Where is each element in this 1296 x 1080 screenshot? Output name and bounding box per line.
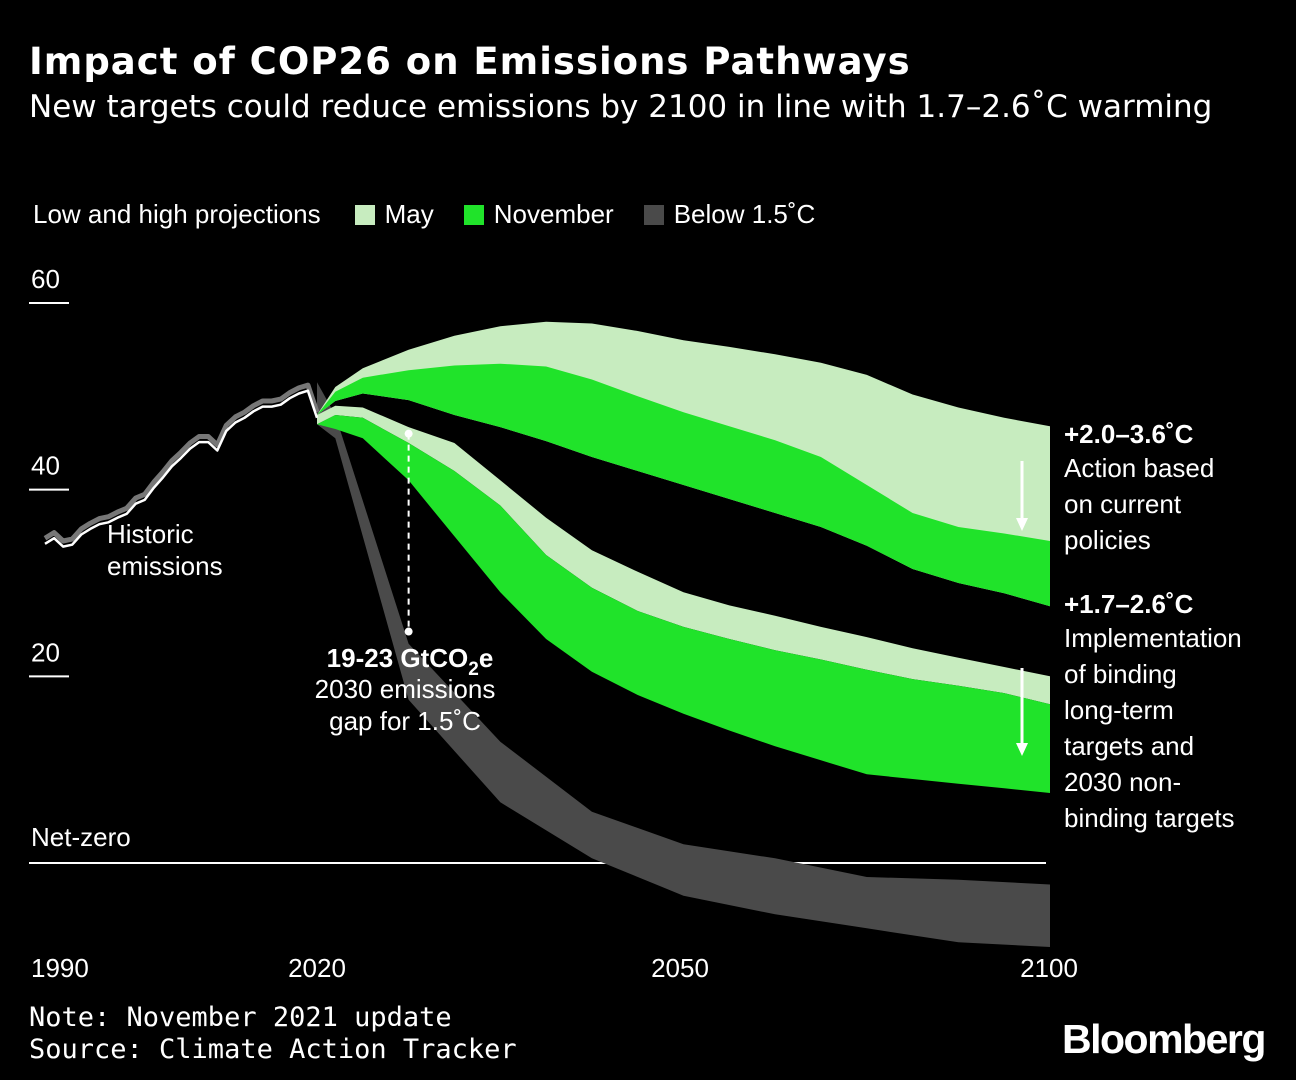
band-november-current-policies xyxy=(317,363,1050,607)
legend-text-may: May xyxy=(384,199,434,229)
gap-bottom-dot xyxy=(404,627,413,636)
band-below-1-5 xyxy=(317,382,1050,947)
historic-shadow-line xyxy=(43,382,320,544)
lower-scenario-line5: 2030 non- xyxy=(1064,767,1181,797)
x-tick-label-1990: 1990 xyxy=(31,953,89,983)
lower-scenario-heading: +1.7–2.6˚C xyxy=(1064,589,1194,619)
bands-layer xyxy=(317,321,1050,947)
lower-scenario-arrow xyxy=(1016,668,1028,756)
net-zero-label: Net-zero xyxy=(31,822,131,852)
legend-swatch-november xyxy=(463,204,484,225)
legend-item-below-1-5: Below 1.5˚C xyxy=(643,199,816,230)
gap-value-label: 19-23 GtCO2e xyxy=(327,643,494,680)
x-tick-label-2050: 2050 xyxy=(651,953,709,983)
historic-emissions-line xyxy=(44,389,319,548)
legend-item-may: May xyxy=(354,199,434,230)
footer-source: Source: Climate Action Tracker xyxy=(29,1034,517,1065)
footer: Note: November 2021 update Source: Clima… xyxy=(29,1002,517,1066)
gap-line1-label: 2030 emissions xyxy=(315,674,496,704)
gap-value-main: 19-23 GtCO xyxy=(327,643,469,673)
band-may-binding-targets xyxy=(317,405,1050,705)
axes-layer: 60 40 20 1990 2020 2050 2100 xyxy=(29,264,1078,983)
lower-scenario-line6: binding targets xyxy=(1064,803,1235,833)
upper-scenario-line3: policies xyxy=(1064,525,1151,555)
gap-value-unit: e xyxy=(479,643,493,673)
legend-label: Low and high projections xyxy=(33,199,321,229)
y-tick-label-20: 20 xyxy=(31,637,60,667)
lower-scenario-line4: targets and xyxy=(1064,731,1194,761)
upper-arrow-head xyxy=(1016,518,1028,531)
historic-label-line2: emissions xyxy=(107,551,223,581)
legend-text-below-1-5: Below 1.5˚C xyxy=(673,199,816,229)
lower-arrow-head xyxy=(1016,743,1028,756)
x-tick-label-2100: 2100 xyxy=(1020,953,1078,983)
upper-scenario-line1: Action based xyxy=(1064,453,1214,483)
legend: Low and high projections May November Be… xyxy=(33,199,845,230)
historic-label-line1: Historic xyxy=(107,519,194,549)
upper-scenario-line2: on current xyxy=(1064,489,1182,519)
upper-scenario-arrow xyxy=(1016,461,1028,531)
x-tick-label-2020: 2020 xyxy=(288,953,346,983)
legend-swatch-may xyxy=(354,204,375,225)
lower-scenario-line1: Implementation xyxy=(1064,623,1242,653)
lines-layer xyxy=(43,382,413,636)
legend-swatch-below-1-5 xyxy=(643,204,664,225)
band-november-binding-targets xyxy=(317,415,1050,793)
y-tick-label-40: 40 xyxy=(31,451,60,481)
chart-title: Impact of COP26 on Emissions Pathways xyxy=(29,40,911,83)
lower-scenario-line3: long-term xyxy=(1064,695,1174,725)
legend-item-november: November xyxy=(463,199,614,230)
chart-subtitle: New targets could reduce emissions by 21… xyxy=(29,89,1213,125)
lower-scenario-line2: of binding xyxy=(1064,659,1177,689)
legend-text-november: November xyxy=(493,199,614,229)
y-tick-label-60: 60 xyxy=(31,264,60,294)
gap-top-dot xyxy=(404,429,413,438)
gap-line2-label: gap for 1.5˚C xyxy=(329,706,481,736)
bloomberg-logo: Bloomberg xyxy=(1062,1016,1266,1062)
footer-note: Note: November 2021 update xyxy=(29,1002,452,1033)
upper-scenario-heading: +2.0–3.6˚C xyxy=(1064,419,1194,449)
gap-value-sub: 2 xyxy=(468,659,479,680)
